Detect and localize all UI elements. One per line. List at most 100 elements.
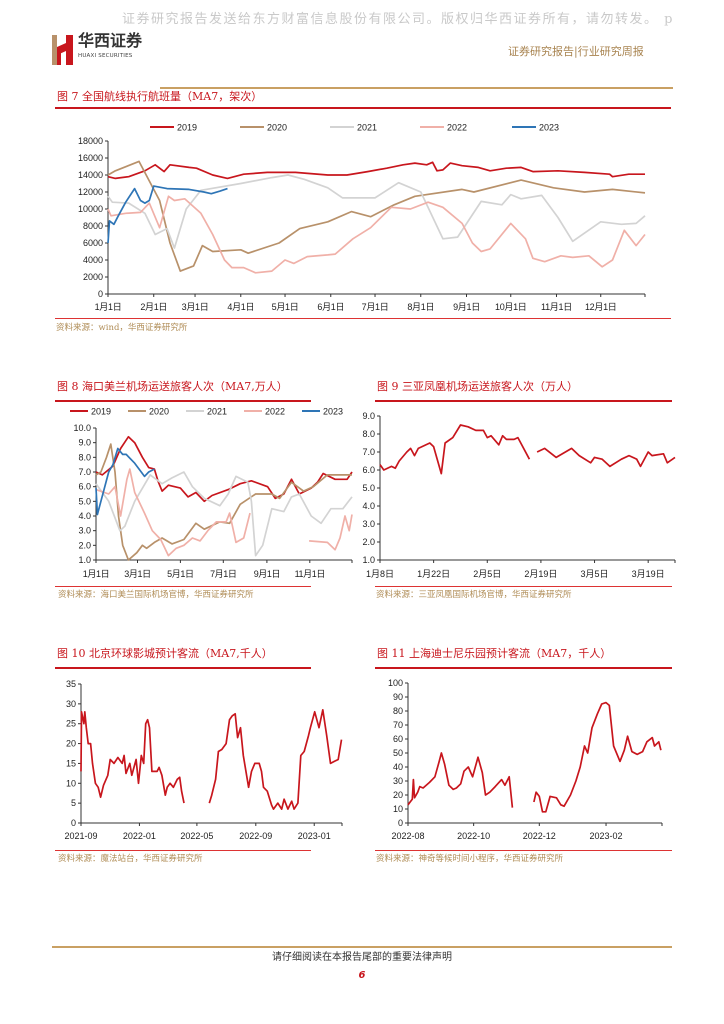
x-tick-label: 2022-01 <box>123 831 156 841</box>
legend-label: 2019 <box>177 123 197 133</box>
x-tick-label: 2023-01 <box>298 831 331 841</box>
y-tick-label: 50 <box>393 748 403 758</box>
y-tick-label: 25 <box>66 719 76 729</box>
y-tick-label: 2.0 <box>78 540 91 550</box>
x-tick-label: 1月22日 <box>417 569 450 579</box>
y-tick-label: 15 <box>66 758 76 768</box>
y-tick-label: 60 <box>393 734 403 744</box>
y-tick-label: 18000 <box>78 136 103 146</box>
y-tick-label: 8000 <box>83 221 103 231</box>
series-line-fig10 <box>80 710 185 804</box>
x-tick-label: 1月1日 <box>83 569 109 579</box>
y-tick-label: 0 <box>398 818 403 828</box>
y-tick-label: 2.0 <box>362 537 375 547</box>
x-tick-label: 2023-02 <box>590 831 623 841</box>
x-tick-label: 4月1日 <box>227 302 254 312</box>
legend-label: 2021 <box>357 123 377 133</box>
y-tick-label: 5 <box>71 798 76 808</box>
fig7-source: 资料来源：wind，华西证券研究所 <box>56 323 188 333</box>
y-tick-label: 10000 <box>78 204 103 214</box>
x-tick-label: 9月1日 <box>453 302 480 312</box>
brand-name: 华西证券 <box>78 31 143 50</box>
x-tick-label: 2022-08 <box>391 831 424 841</box>
y-tick-label: 6.0 <box>78 482 91 492</box>
fig7-title: 图 7 全国航线执行航班量（MA7，架次） <box>57 90 263 103</box>
series-line-fig9 <box>379 424 531 475</box>
x-tick-label: 1月1日 <box>95 302 122 312</box>
x-tick-label: 2022-10 <box>457 831 490 841</box>
fig10-chart: 0 5 10 15 20 25 30 35 2021-09 2022-01 2022-05 2022-… <box>64 679 343 841</box>
y-tick-label: 8.0 <box>362 429 375 439</box>
y-tick-label: 10.0 <box>73 423 91 433</box>
x-tick-label: 3月5日 <box>581 569 609 579</box>
y-tick-label: 1.0 <box>78 555 91 565</box>
x-tick-label: 2021-09 <box>64 831 97 841</box>
x-tick-label: 2022-12 <box>523 831 556 841</box>
fig10-source: 资料来源：魔法站台，华西证券研究所 <box>58 854 203 864</box>
series-line-2021 <box>95 471 353 557</box>
fig7-rule <box>55 107 671 109</box>
x-tick-label: 11月1日 <box>295 569 325 579</box>
fig11-chart: 0 10 20 30 40 50 60 70 80 90 100 2022-08 2022-10 2022… <box>388 678 663 841</box>
watermark: 证券研究报告发送给东方财富信息股份有限公司。版权归华西证券所有，请勿转发。 p <box>122 12 674 27</box>
y-tick-label: 4.0 <box>78 511 91 521</box>
y-tick-label: 4.0 <box>362 501 375 511</box>
y-tick-label: 10 <box>393 804 403 814</box>
y-tick-label: 70 <box>393 720 403 730</box>
fig11-rule <box>375 667 672 669</box>
fig9-source-rule <box>375 586 672 587</box>
x-tick-label: 3月19日 <box>632 569 665 579</box>
series-line-2023 <box>107 185 228 244</box>
y-tick-label: 12000 <box>78 187 103 197</box>
y-tick-label: 9.0 <box>78 438 91 448</box>
y-tick-label: 1.0 <box>362 555 375 565</box>
series-line-2022 <box>95 468 251 557</box>
y-tick-label: 8.0 <box>78 452 91 462</box>
y-tick-label: 3.0 <box>362 519 375 529</box>
legend-label: 2023 <box>323 407 343 417</box>
legend-label: 2022 <box>265 407 285 417</box>
fig8-source: 资料来源：海口美兰国际机场官博，华西证券研究所 <box>58 590 254 600</box>
x-tick-label: 8月1日 <box>407 302 434 312</box>
series-line-2023 <box>95 447 155 516</box>
fig8-source-rule <box>55 586 311 587</box>
page-number: 6 <box>358 970 366 981</box>
x-tick-label: 10月1日 <box>495 302 527 312</box>
y-tick-label: 0 <box>71 818 76 828</box>
series-line-2022 <box>107 195 646 274</box>
y-tick-label: 80 <box>393 706 403 716</box>
x-tick-label: 5月1日 <box>272 302 299 312</box>
y-tick-label: 0 <box>98 289 103 299</box>
legend-label: 2019 <box>91 407 111 417</box>
y-tick-label: 35 <box>66 679 76 689</box>
series-line-2020 <box>107 160 646 272</box>
x-tick-label: 2022-09 <box>239 831 272 841</box>
brand-name-en: HUAXI SECURITIES <box>78 53 133 59</box>
fig7-source-rule <box>55 318 671 319</box>
y-tick-label: 6000 <box>83 238 103 248</box>
fig11-title: 图 11 上海迪士尼乐园预计客流（MA7，千人） <box>377 647 612 660</box>
x-tick-label: 5月1日 <box>167 569 193 579</box>
fig11-source-rule <box>375 850 672 851</box>
fig8-chart: 1.0 2.0 3.0 4.0 5.0 6.0 7.0 8.0 9.0 10.0 1月1日 3月1日 5… <box>70 407 353 579</box>
y-tick-label: 10 <box>66 778 76 788</box>
x-tick-label: 2022-05 <box>180 831 213 841</box>
x-tick-label: 2月5日 <box>473 569 501 579</box>
y-tick-label: 3.0 <box>78 526 91 536</box>
header-divider <box>160 87 673 89</box>
legend-label: 2020 <box>267 123 287 133</box>
y-tick-label: 40 <box>393 762 403 772</box>
huaxi-logo-icon <box>52 35 73 65</box>
y-tick-label: 16000 <box>78 153 103 163</box>
y-tick-label: 90 <box>393 692 403 702</box>
y-tick-label: 14000 <box>78 170 103 180</box>
fig9-title: 图 9 三亚凤凰机场运送旅客人次（万人） <box>377 380 578 393</box>
y-tick-label: 30 <box>393 776 403 786</box>
series-line-2021 <box>107 174 646 249</box>
x-tick-label: 7月1日 <box>210 569 236 579</box>
x-tick-label: 9月1日 <box>254 569 280 579</box>
x-tick-label: 1月8日 <box>366 569 394 579</box>
x-tick-label: 6月1日 <box>317 302 344 312</box>
x-tick-label: 7月1日 <box>362 302 389 312</box>
